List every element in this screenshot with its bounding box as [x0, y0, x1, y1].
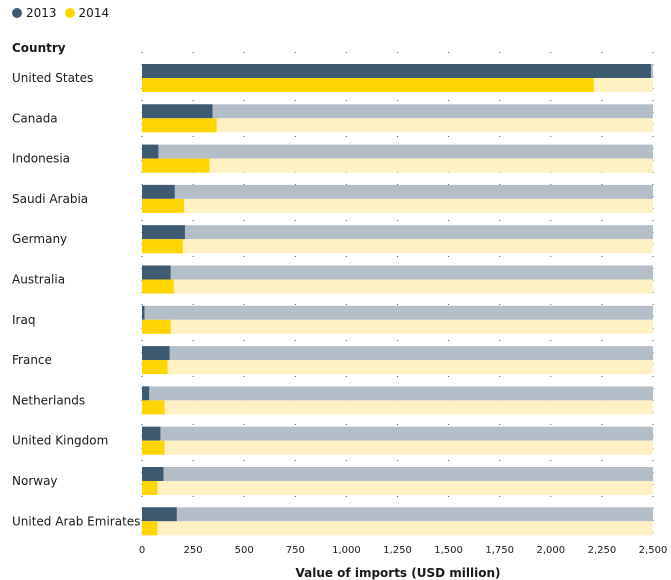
bar-2014-germany	[142, 239, 183, 254]
bar-track-2014-united-kingdom	[142, 440, 653, 455]
legend-label-2013: 2013	[26, 6, 57, 20]
bar-track-2014-netherlands	[142, 400, 653, 415]
category-label-australia: Australia	[12, 273, 65, 287]
bar-track-2013-united-arab-emirates	[142, 507, 653, 522]
bar-track-2014-saudi-arabia	[142, 198, 653, 213]
x-tick-label: 2,000	[536, 545, 565, 556]
bar-track-2013-netherlands	[142, 386, 653, 401]
bar-2014-australia	[142, 279, 174, 294]
x-tick-label: 750	[286, 545, 305, 556]
category-label-norway: Norway	[12, 474, 58, 488]
category-label-united-arab-emirates: United Arab Emirates	[12, 514, 140, 528]
category-axis-header: Country	[12, 41, 66, 55]
bar-2014-norway	[142, 481, 158, 495]
bar-2013-netherlands	[142, 386, 150, 401]
bar-2013-canada	[142, 104, 213, 119]
bar-track-2014-germany	[142, 239, 653, 254]
bar-2013-australia	[142, 265, 171, 280]
legend: 2013 2014	[12, 6, 113, 20]
category-label-saudi-arabia: Saudi Arabia	[12, 192, 88, 206]
bar-track-2014-france	[142, 360, 653, 375]
legend-item-2014: 2014	[64, 6, 110, 20]
category-label-iraq: Iraq	[12, 313, 35, 327]
bar-2013-iraq	[142, 305, 145, 320]
category-label-canada: Canada	[12, 111, 58, 125]
bar-track-2014-australia	[142, 279, 653, 294]
x-tick-label: 250	[184, 545, 203, 556]
x-tick-label: 1,750	[485, 545, 514, 556]
x-tick-label: 1,250	[383, 545, 412, 556]
x-tick-label: 2,500	[639, 545, 668, 556]
bar-2014-saudi-arabia	[142, 198, 184, 213]
bar-2014-france	[142, 360, 168, 375]
legend-swatch-2013	[12, 8, 22, 18]
category-label-united-states: United States	[12, 71, 93, 85]
category-label-indonesia: Indonesia	[12, 152, 70, 166]
bar-track-2013-saudi-arabia	[142, 184, 653, 199]
x-tick-label: 500	[235, 545, 254, 556]
legend-swatch-2014	[64, 8, 75, 18]
bar-track-2013-indonesia	[142, 144, 653, 159]
bar-track-2014-canada	[142, 118, 653, 133]
bar-2013-united-kingdom	[142, 426, 161, 441]
bar-2014-indonesia	[142, 158, 210, 173]
bar-2013-france	[142, 346, 170, 361]
bar-track-2014-norway	[142, 481, 653, 495]
bar-2014-united-arab-emirates	[142, 521, 158, 536]
bar-track-2013-germany	[142, 225, 653, 240]
bar-2013-saudi-arabia	[142, 184, 175, 199]
bar-2014-netherlands	[142, 400, 165, 415]
x-tick-label: 1,000	[332, 545, 361, 556]
bar-2014-iraq	[142, 319, 171, 334]
bar-2013-united-states	[142, 64, 651, 78]
bar-track-2013-france	[142, 346, 653, 361]
bar-track-2013-united-kingdom	[142, 426, 653, 441]
category-label-united-kingdom: United Kingdom	[12, 434, 108, 448]
bar-2013-indonesia	[142, 144, 159, 159]
bar-2013-germany	[142, 225, 185, 240]
bar-track-2013-canada	[142, 104, 653, 119]
bar-track-2013-australia	[142, 265, 653, 280]
bar-track-2014-indonesia	[142, 158, 653, 173]
category-label-germany: Germany	[12, 232, 67, 246]
x-tick-label: 0	[139, 545, 145, 556]
bar-track-2013-iraq	[142, 305, 653, 320]
bar-track-2013-norway	[142, 467, 653, 481]
category-label-netherlands: Netherlands	[12, 393, 85, 407]
x-axis-label: Value of imports (USD million)	[295, 566, 501, 580]
x-tick-label: 2,250	[588, 545, 617, 556]
bar-2014-canada	[142, 118, 217, 133]
legend-label-2014: 2014	[78, 6, 110, 20]
bar-2014-united-kingdom	[142, 440, 165, 455]
x-tick-label: 1,500	[434, 545, 463, 556]
category-label-france: France	[12, 353, 52, 367]
bar-2013-united-arab-emirates	[142, 507, 177, 522]
legend-item-2013: 2013	[12, 6, 57, 20]
bar-2013-norway	[142, 467, 164, 481]
bar-track-2014-united-arab-emirates	[142, 521, 653, 536]
bar-2014-united-states	[142, 78, 594, 92]
bar-track-2014-iraq	[142, 319, 653, 334]
